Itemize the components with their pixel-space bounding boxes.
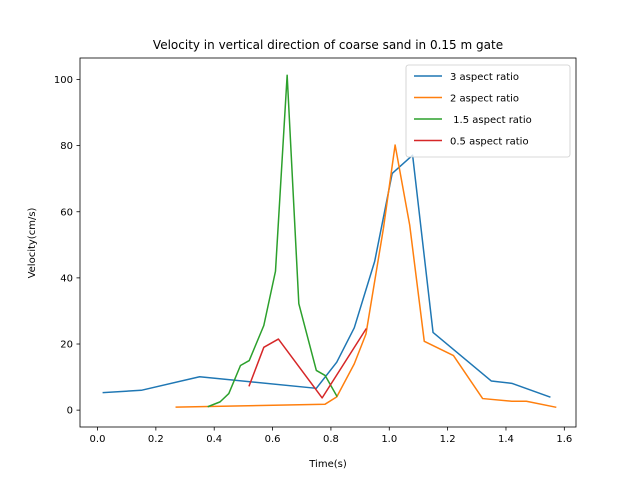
- y-tick-label: 80: [60, 141, 73, 152]
- series-line-3: [248, 328, 367, 399]
- y-tick-label: 100: [54, 75, 73, 86]
- plot-frame: [79, 57, 577, 428]
- x-tick-label: 1.4: [498, 434, 514, 445]
- x-tick-label: 0.2: [148, 434, 164, 445]
- x-tick-label: 0.8: [323, 434, 339, 445]
- ticks-layer: 0.0 0.2 0.4 0.6 0.8 1.0 1.2 1.4 1.6 0 20 40 60 80 100: [54, 75, 572, 445]
- legend-label-0: 3 aspect ratio: [450, 72, 519, 83]
- legend: 3 aspect ratio 2 aspect ratio 1.5 aspect …: [405, 64, 571, 158]
- legend-label-1: 2 aspect ratio: [450, 94, 519, 105]
- x-tick-label: 0.4: [206, 434, 222, 445]
- x-tick-label: 1.0: [381, 434, 397, 445]
- y-axis-label: Velocity(cm/s): [27, 207, 38, 278]
- y-tick-label: 20: [60, 340, 73, 351]
- legend-label-3: 0.5 aspect ratio: [450, 137, 529, 148]
- series-line-2: [207, 74, 338, 408]
- legend-label-2: 1.5 aspect ratio: [450, 115, 532, 126]
- x-tick-label: 1.6: [556, 434, 572, 445]
- series-line-0: [102, 154, 551, 398]
- legend-box: [405, 64, 571, 158]
- x-tick-label: 1.2: [440, 434, 456, 445]
- y-tick-label: 0: [67, 406, 73, 417]
- x-tick-label: 0.0: [90, 434, 106, 445]
- series-line-1: [175, 144, 557, 409]
- x-axis-label: Time(s): [308, 459, 347, 470]
- y-tick-label: 60: [60, 207, 73, 218]
- y-tick-label: 40: [60, 273, 73, 284]
- x-tick-label: 0.6: [265, 434, 281, 445]
- chart-title: Velocity in vertical direction of coarse…: [153, 38, 503, 52]
- series-layer: [102, 74, 557, 409]
